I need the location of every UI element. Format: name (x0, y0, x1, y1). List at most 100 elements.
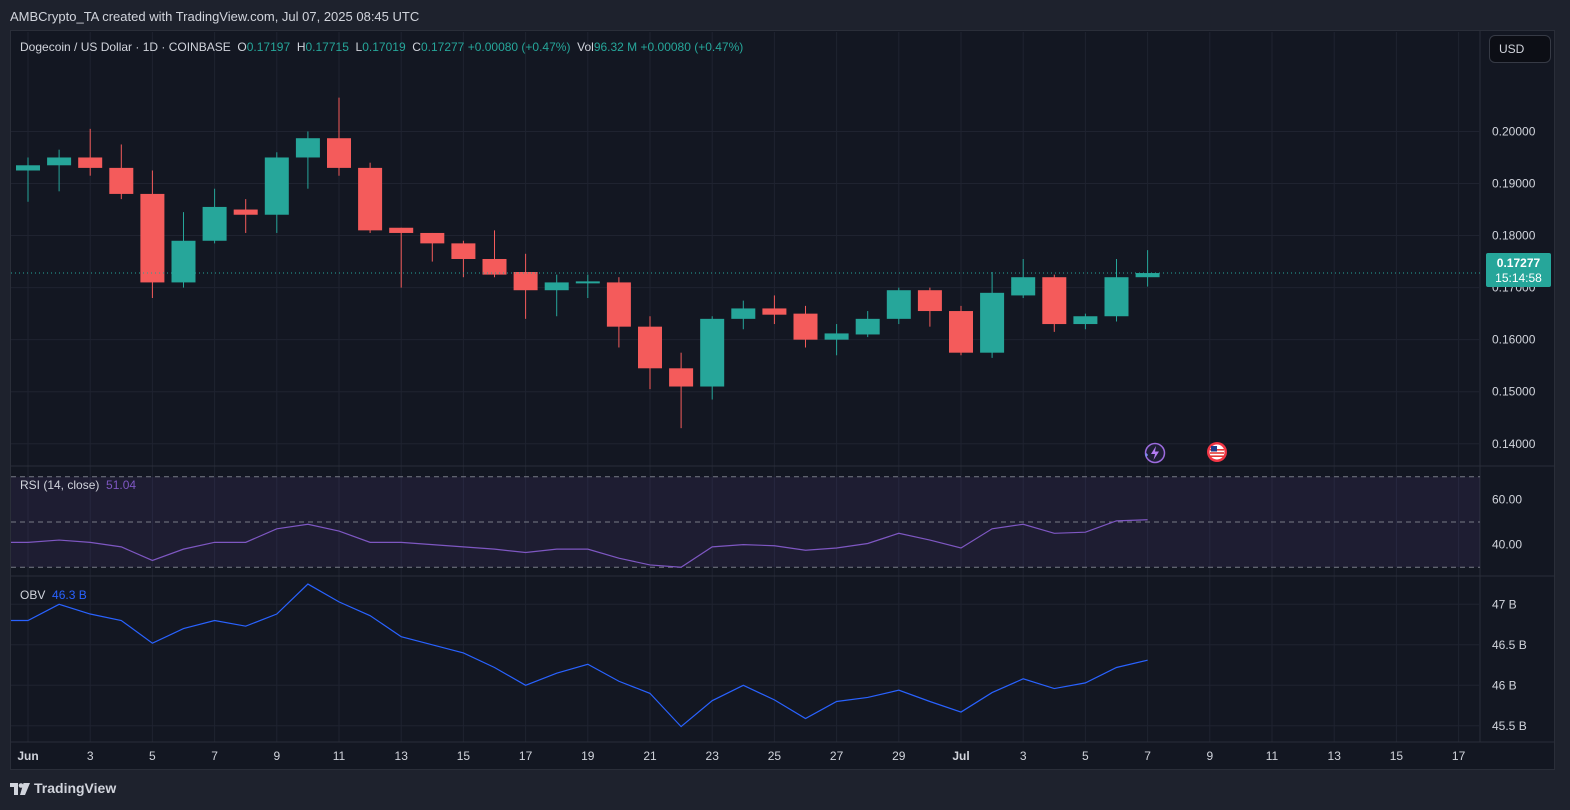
candle-body (762, 308, 787, 315)
candle-body (731, 308, 756, 319)
candle-body (980, 292, 1005, 353)
obv-tick-label: 46.5 B (1492, 638, 1527, 652)
currency-button[interactable]: USD (1489, 35, 1551, 63)
candle (1011, 258, 1036, 299)
x-tick-label: 23 (706, 749, 720, 763)
candle-body (482, 258, 507, 275)
x-tick-label: 9 (273, 749, 280, 763)
candle (980, 272, 1005, 358)
candle-body (855, 318, 880, 335)
y-tick-label: 0.15000 (1492, 385, 1536, 399)
candle-body (1104, 277, 1129, 317)
candle-body (513, 272, 538, 291)
us-economic-event-icon[interactable] (1206, 441, 1227, 462)
candle-body (824, 333, 849, 340)
candle-body (202, 206, 227, 241)
obv-legend[interactable]: OBV 46.3 B (20, 588, 87, 602)
x-tick-label: 11 (1266, 749, 1279, 763)
x-tick-label: 27 (830, 749, 844, 763)
candle (482, 230, 507, 278)
candle-body (327, 138, 351, 168)
candle (855, 311, 880, 338)
candle-body (78, 157, 103, 168)
x-tick-label: 3 (87, 749, 94, 763)
candle (451, 240, 476, 278)
obv-tick-label: 46 B (1492, 678, 1517, 692)
rsi-legend[interactable]: RSI (14, close) 51.04 (20, 478, 136, 492)
x-tick-label: Jun (17, 749, 38, 763)
candle-body (669, 368, 694, 387)
x-tick-label: 15 (1390, 749, 1404, 763)
high-label: H (296, 40, 306, 54)
volume-value: 96.32 M (593, 40, 638, 54)
x-tick-label: 11 (333, 749, 346, 763)
main-legend: Dogecoin / US Dollar · 1D · COINBASE O0.… (20, 40, 743, 54)
candle-body (949, 311, 973, 353)
candle (886, 287, 911, 325)
footer-brand[interactable]: TradingView (10, 780, 116, 796)
candle (171, 212, 196, 288)
candle (47, 149, 72, 192)
candle (1042, 274, 1067, 332)
high-value: 0.17715 (305, 40, 349, 54)
obv-tick-label: 45.5 B (1492, 719, 1527, 733)
candle-body (1042, 277, 1067, 325)
x-tick-label: 3 (1020, 749, 1027, 763)
y-tick-label: 0.20000 (1492, 124, 1536, 138)
candle (16, 157, 40, 202)
x-tick-label: 5 (149, 749, 156, 763)
x-tick-label: 7 (211, 749, 218, 763)
candle-body (109, 167, 134, 194)
candle-countdown: 15:14:58 (1495, 271, 1542, 285)
candle-body (575, 281, 600, 284)
candle (233, 199, 258, 233)
candle-body (544, 282, 569, 291)
candle-body (886, 290, 911, 319)
volume-label: Vol (577, 40, 594, 54)
events-lightning-icon[interactable] (1144, 442, 1166, 464)
obv-tick-label: 47 B (1492, 597, 1517, 611)
x-tick-label: 17 (519, 749, 533, 763)
candle-body (16, 165, 40, 171)
obv-value: 46.3 B (52, 588, 87, 602)
candle-body (1135, 273, 1160, 278)
candle (575, 274, 600, 299)
y-tick-label: 0.14000 (1492, 437, 1536, 451)
candle (700, 316, 725, 400)
candle-body (638, 326, 662, 369)
candle-body (606, 282, 631, 327)
x-tick-label: 29 (892, 749, 906, 763)
candle-body (233, 209, 258, 215)
candle (420, 232, 445, 262)
rsi-value: 51.04 (106, 478, 137, 492)
candle (917, 287, 942, 327)
rsi-line (11, 519, 1148, 568)
candle-body (420, 232, 445, 244)
candle (638, 316, 662, 390)
rsi-label: RSI (14, close) (20, 478, 100, 492)
candle-body (358, 167, 383, 231)
candle (1073, 313, 1098, 330)
candle-body (295, 138, 320, 158)
obv-label: OBV (20, 588, 46, 602)
volume-change-value: +0.00080 (+0.47%) (640, 40, 744, 54)
candle (78, 128, 103, 176)
candle (544, 274, 569, 317)
rsi-tick-label: 60.00 (1492, 492, 1522, 506)
candle-body (140, 193, 165, 283)
open-value: 0.17197 (246, 40, 291, 54)
x-tick-label: 13 (1328, 749, 1342, 763)
symbol-label[interactable]: Dogecoin / US Dollar · 1D · COINBASE (20, 40, 231, 54)
x-tick-label: 17 (1452, 749, 1466, 763)
low-value: 0.17019 (362, 40, 406, 54)
candle-body (700, 318, 725, 387)
candle (513, 253, 538, 319)
x-tick-label: 9 (1206, 749, 1213, 763)
candle (327, 97, 351, 176)
candle (389, 227, 414, 288)
chart-frame (10, 30, 1555, 770)
last-price-tag: 0.17277 15:14:58 (1486, 253, 1551, 287)
candle-body (389, 227, 414, 233)
obv-line (11, 583, 1148, 728)
